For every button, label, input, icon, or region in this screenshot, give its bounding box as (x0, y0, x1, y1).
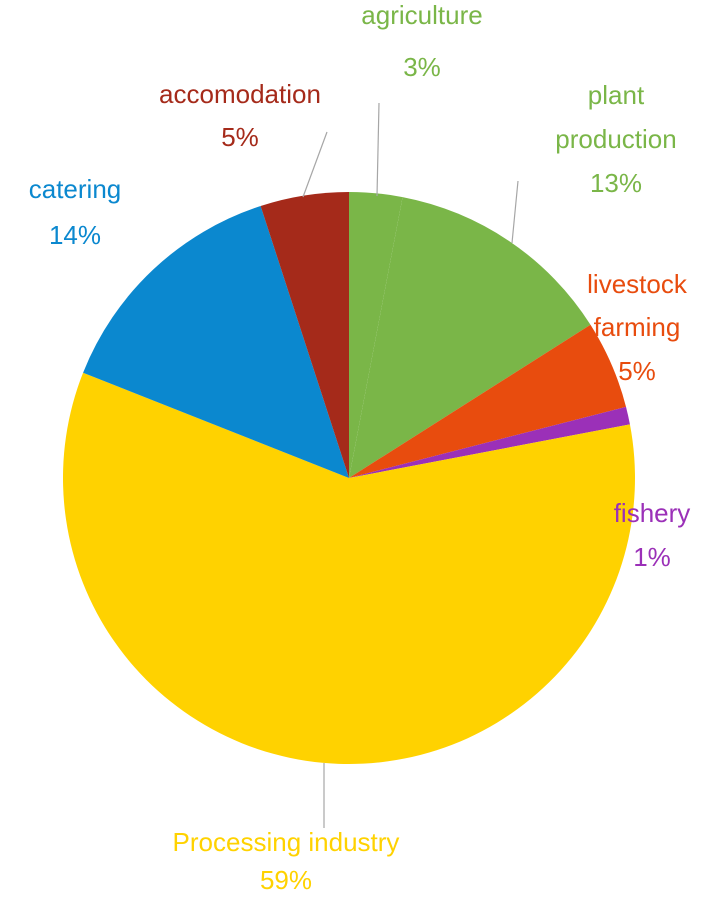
data-label: agriculture 3% (361, 0, 482, 82)
pie-slice-plant-production (349, 197, 591, 478)
data-label-percent: 14% (49, 220, 101, 250)
data-label: accomodation 5% (159, 79, 321, 152)
data-label-name: plant (588, 80, 645, 110)
data-label: Processing industry 59% (173, 827, 400, 895)
data-label-name: livestock (587, 269, 688, 299)
data-label-name: fishery (614, 498, 691, 528)
data-label-name: production (555, 124, 676, 154)
data-label: livestock farming 5% (587, 269, 688, 386)
data-label-name: Processing industry (173, 827, 400, 857)
leader-lines (302, 102, 519, 828)
data-labels: agriculture 3% plant production 13% livestock… (29, 0, 691, 895)
leader-line (302, 131, 328, 198)
data-label-percent: 13% (590, 168, 642, 198)
data-label: plant production 13% (555, 80, 676, 198)
leader-line (376, 102, 380, 197)
data-label-percent: 5% (618, 356, 656, 386)
pie-slice-accomodation (260, 192, 349, 478)
leader-line (511, 180, 519, 244)
pie-slice-livestock-farming (349, 324, 627, 478)
pie-slices (62, 192, 635, 765)
data-label-percent: 1% (633, 542, 671, 572)
data-label-name: agriculture (361, 0, 482, 30)
data-label-name: farming (594, 312, 681, 342)
data-label-name: accomodation (159, 79, 321, 109)
pie-slice-fishery (349, 406, 630, 478)
pie-slice-processing-industry (62, 372, 635, 765)
data-label-percent: 5% (221, 122, 259, 152)
data-label: catering 14% (29, 174, 122, 250)
data-label-name: catering (29, 174, 122, 204)
data-label-percent: 59% (260, 865, 312, 895)
data-label: fishery 1% (614, 498, 691, 572)
pie-slice-catering (83, 206, 349, 478)
data-label-percent: 3% (403, 52, 441, 82)
pie-slice-agriculture (349, 192, 403, 478)
